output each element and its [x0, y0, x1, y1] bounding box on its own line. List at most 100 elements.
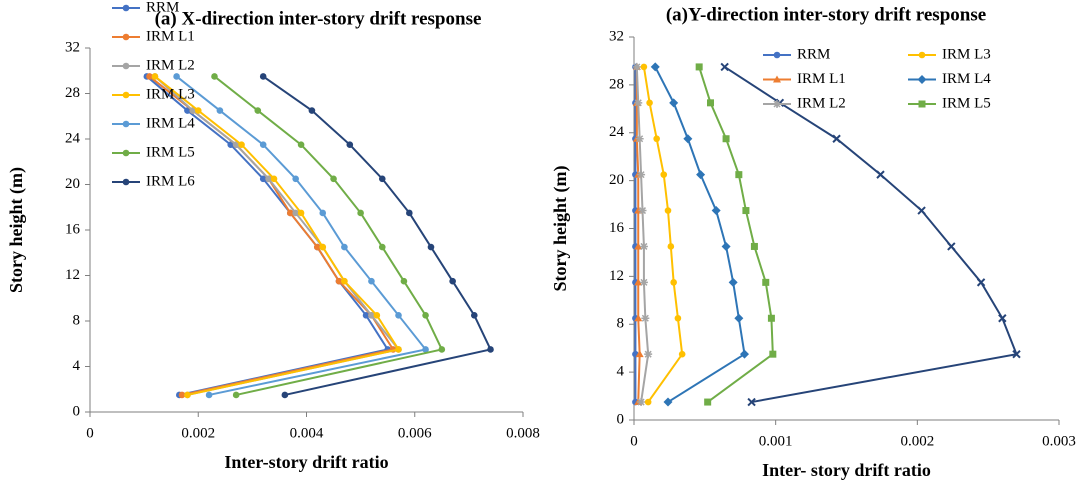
marker [400, 277, 408, 285]
y-tick-label: 12 [609, 268, 624, 284]
legend-marker [122, 120, 130, 128]
marker [635, 350, 644, 358]
legend-label: IRM L3 [146, 86, 195, 102]
legend-label: IRM L3 [942, 46, 991, 62]
series-line [635, 66, 650, 403]
marker [146, 73, 153, 80]
series-line [154, 75, 401, 396]
marker [292, 209, 299, 217]
legend-marker [122, 149, 130, 157]
legend-label: IRM L5 [942, 95, 991, 111]
marker [769, 350, 777, 358]
x-tick-label: 0.006 [398, 425, 432, 441]
marker [422, 346, 429, 353]
marker [722, 135, 730, 143]
marker [341, 277, 348, 285]
x-tick-label: 0.003 [1042, 433, 1076, 449]
y-tick-label: 20 [65, 176, 80, 192]
marker [362, 312, 370, 319]
y-tick-label: 12 [65, 267, 80, 283]
series-line [175, 75, 428, 396]
x-tick-label: 0 [86, 425, 94, 441]
marker [976, 278, 986, 287]
marker [216, 107, 224, 114]
series-line [698, 66, 774, 403]
marker [232, 391, 240, 399]
marker [707, 99, 714, 107]
marker [750, 242, 758, 250]
y-tick-label: 8 [73, 312, 81, 328]
marker [669, 98, 679, 108]
legend-marker [122, 178, 130, 186]
marker [297, 141, 305, 148]
marker [704, 398, 712, 406]
x-tick-label: 0.002 [181, 425, 215, 441]
marker [664, 207, 672, 214]
marker [184, 107, 191, 114]
x-axis-label: Inter- story drift ratio [762, 460, 931, 480]
y-tick-label: 4 [73, 358, 81, 374]
y-tick-label: 16 [609, 220, 625, 236]
marker [634, 278, 643, 286]
marker [211, 73, 218, 80]
marker [762, 278, 770, 286]
y-tick-label: 0 [73, 403, 81, 419]
legend-marker [918, 51, 926, 59]
marker [637, 398, 646, 407]
legend-marker [122, 33, 130, 41]
marker [406, 209, 413, 217]
marker [742, 207, 750, 215]
marker [639, 278, 648, 287]
marker [674, 314, 682, 322]
marker [695, 63, 703, 71]
marker [297, 209, 305, 217]
marker [427, 243, 435, 251]
marker [670, 279, 677, 286]
marker [319, 209, 327, 217]
x-tick-label: 0.004 [290, 425, 324, 441]
series-line [262, 75, 492, 396]
series-line [654, 66, 746, 403]
marker [747, 397, 756, 407]
marker [728, 277, 738, 287]
y-tick-label: 24 [65, 130, 81, 146]
marker [227, 141, 235, 148]
marker [644, 398, 652, 406]
legend-marker [918, 100, 926, 108]
series-line [635, 66, 641, 403]
y-tick-label: 28 [65, 85, 80, 101]
marker [378, 243, 386, 251]
marker [281, 391, 289, 399]
marker [641, 314, 650, 323]
marker [470, 312, 478, 319]
x-tick-label: 0.002 [900, 433, 934, 449]
marker [998, 314, 1007, 323]
marker [205, 391, 213, 399]
marker [635, 134, 644, 143]
marker [667, 243, 675, 250]
marker [368, 277, 375, 285]
marker [189, 107, 197, 114]
y-tick-label: 28 [609, 76, 624, 92]
marker [259, 175, 267, 183]
marker [767, 314, 775, 322]
marker [378, 175, 386, 183]
marker [634, 242, 643, 250]
marker [832, 134, 841, 143]
marker [876, 170, 885, 179]
marker [319, 243, 327, 251]
marker [292, 175, 299, 183]
marker [422, 312, 429, 319]
marker [721, 241, 731, 251]
marker [653, 135, 660, 143]
chart-title: (a)Y-direction inter-story drift respons… [666, 4, 986, 25]
legend-label: IRM L4 [146, 115, 195, 131]
marker [270, 175, 278, 183]
y-tick-label: 16 [65, 221, 81, 237]
x-axis-label: Inter-story drift ratio [224, 452, 388, 472]
legend-label: IRM L4 [942, 71, 991, 87]
marker [341, 243, 348, 251]
y-tick-label: 8 [617, 316, 625, 332]
marker [634, 98, 643, 107]
marker [650, 62, 660, 72]
